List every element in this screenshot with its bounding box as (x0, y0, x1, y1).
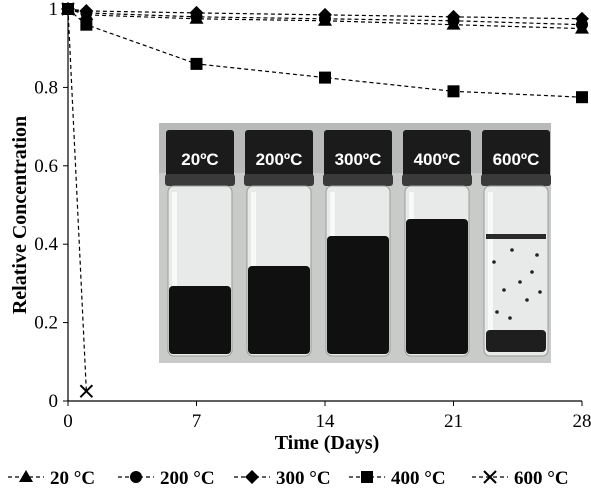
inset-vial-photo: 20ºC 200ºC 300ºC 400ºC 600ºC (159, 123, 551, 363)
legend-label: 200 °C (160, 468, 215, 489)
y-tick-label: 0.4 (34, 234, 58, 255)
vial-particle (518, 280, 522, 284)
data-point (80, 18, 93, 31)
data-point (446, 9, 461, 24)
series-line (67, 8, 583, 98)
data-point (361, 471, 373, 483)
data-point (245, 470, 259, 484)
vial-cap (245, 130, 313, 178)
legend-entry: 20 °C (8, 468, 95, 489)
vial-cap (166, 130, 234, 178)
vial-suspension (169, 286, 231, 354)
legend: 20 °C 200 °C 300 °C 400 °C 600 °C (8, 468, 569, 489)
data-point (19, 470, 33, 482)
data-point (318, 7, 332, 22)
vial-suspension (406, 219, 468, 354)
data-point (79, 3, 94, 18)
vial-particle (495, 310, 499, 314)
y-axis-title: Relative Concentration (9, 116, 31, 314)
vial-label: 20ºC (181, 150, 218, 169)
vial-cap-rim (323, 174, 393, 186)
data-point (575, 11, 589, 26)
vial-cap (403, 130, 471, 178)
legend-label: 300 °C (276, 468, 331, 489)
y-tick-label: 0 (49, 391, 59, 412)
legend-entry: 200 °C (118, 468, 215, 489)
vial: 20ºC (165, 130, 235, 357)
legend-entry: 400 °C (349, 468, 446, 489)
vial-particle (502, 288, 506, 292)
vial-particle (508, 316, 512, 320)
vial-cap-rim (244, 174, 314, 186)
axes: 0 0.2 0.4 0.6 0.8 1 0 7 14 21 28 (34, 0, 591, 432)
vial-particle (530, 270, 534, 274)
vial-label: 300ºC (335, 150, 382, 169)
data-point (447, 85, 460, 98)
vial-particle (535, 253, 539, 257)
legend-entry: 300 °C (234, 468, 331, 489)
y-tick-label: 0.6 (34, 156, 58, 177)
x-tick-label: 7 (192, 411, 202, 432)
data-point (61, 2, 75, 16)
x-tick-label: 0 (63, 411, 73, 432)
vial-highlight (172, 192, 177, 342)
y-tick-label: 1 (49, 0, 59, 20)
vial-label: 400ºC (414, 150, 461, 169)
data-point (79, 384, 94, 398)
series (61, 2, 94, 398)
vial: 600ºC (481, 130, 551, 357)
legend-label: 20 °C (50, 468, 95, 489)
data-point (483, 470, 497, 484)
vial: 400ºC (402, 130, 472, 357)
vial-particle (492, 260, 496, 264)
vial-label: 600ºC (493, 150, 540, 169)
y-tick-label: 0.8 (34, 77, 58, 98)
vial-cap (482, 130, 550, 178)
vial: 300ºC (323, 130, 393, 357)
x-tick-label: 14 (316, 411, 336, 432)
data-point (189, 5, 204, 20)
vial-highlight (488, 192, 493, 342)
vial-particle (538, 290, 542, 294)
legend-label: 400 °C (391, 468, 446, 489)
x-tick-label: 28 (573, 411, 591, 432)
x-axis-title: Time (Days) (275, 432, 380, 454)
data-point (319, 71, 331, 84)
vial-cap-rim (165, 174, 235, 186)
data-point (576, 91, 588, 104)
series (62, 3, 588, 104)
data-point (190, 57, 203, 70)
vial-sediment (486, 330, 546, 352)
legend-label: 600 °C (514, 468, 569, 489)
vial: 200ºC (244, 130, 314, 357)
vial-floating-layer (486, 234, 546, 239)
vial-particle (510, 248, 514, 252)
vial-suspension (327, 236, 389, 354)
vial-cap-rim (481, 174, 551, 186)
vial-label: 200ºC (256, 150, 303, 169)
vial-suspension (248, 266, 310, 354)
series (61, 2, 589, 26)
legend-entry: 600 °C (472, 468, 569, 489)
y-tick-label: 0.2 (34, 313, 58, 334)
vial-glass (483, 185, 549, 357)
x-tick-label: 21 (444, 411, 463, 432)
series-line (67, 8, 87, 392)
data-point (130, 471, 142, 483)
vial-cap (324, 130, 392, 178)
vial-cap-rim (402, 174, 472, 186)
series-layer (61, 2, 589, 398)
vial-particle (525, 298, 529, 302)
